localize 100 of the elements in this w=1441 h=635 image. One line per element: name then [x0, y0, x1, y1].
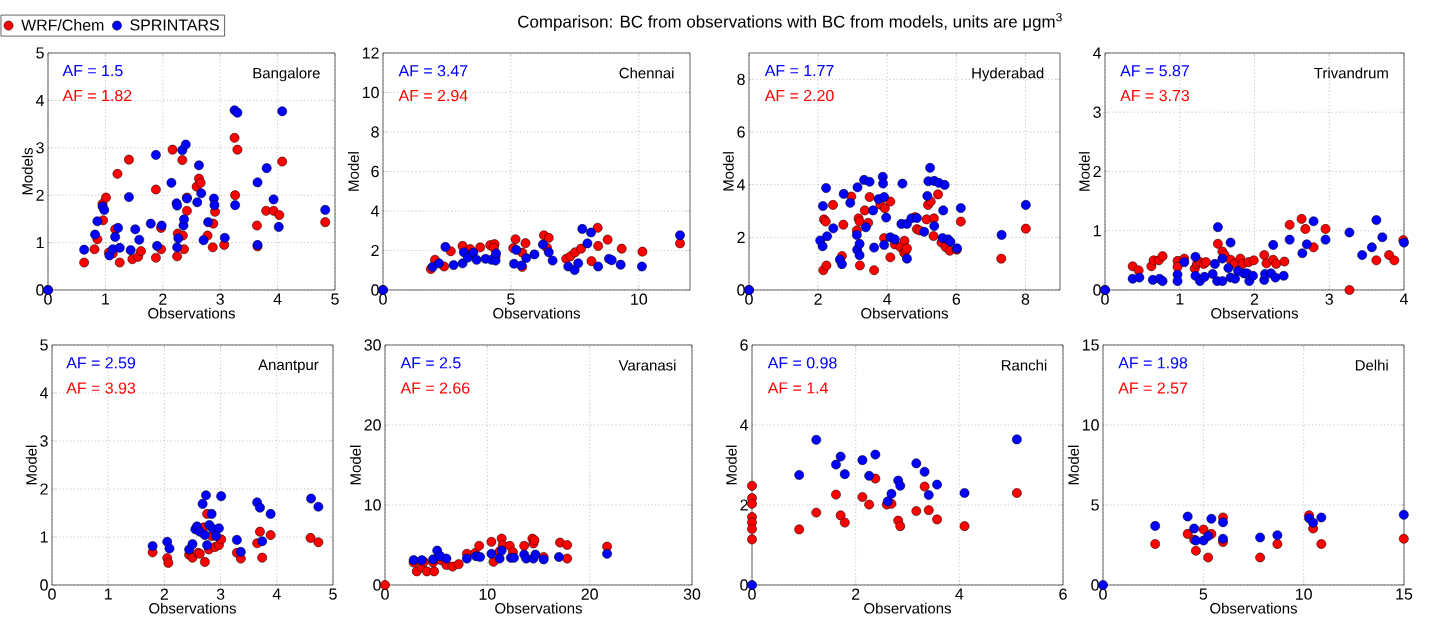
y-tick-label: 1 [1093, 225, 1101, 237]
annotation: Varanasi [618, 359, 676, 371]
y-tick-label: 6 [371, 165, 379, 178]
y-tick-label: 8 [371, 126, 379, 138]
annotation: Trivandrum [1314, 67, 1388, 79]
x-tick-label: 10 [631, 293, 648, 305]
x-tick-label: 10 [1296, 588, 1312, 600]
x-tick-label: 1 [1176, 293, 1184, 305]
x-tick-label: 4 [883, 293, 892, 305]
annotation: AF = 2.66 [400, 382, 470, 394]
y-tick-label: 5 [36, 47, 44, 59]
x-tick-label: 20 [581, 588, 598, 600]
y-axis-title: Models [21, 147, 33, 195]
y-axis-title: Model [349, 445, 361, 485]
y-tick-label: 10 [1082, 419, 1099, 431]
y-tick-label: 10 [364, 499, 381, 511]
y-axis-title: Model [25, 445, 37, 485]
y-tick-label: 2 [1093, 165, 1101, 178]
y-tick-label: 4 [370, 205, 380, 217]
y-tick-label: 1 [36, 237, 44, 249]
legend-label: SPRINTARS [130, 19, 219, 31]
y-axis-title: Model [722, 152, 734, 191]
y-tick-label: 6 [737, 126, 745, 138]
y-tick-label: 0 [740, 579, 748, 591]
x-axis-title: Observations [495, 602, 582, 614]
annotation: AF = 3.93 [66, 382, 136, 394]
y-tick-label: 0 [373, 579, 381, 591]
x-tick-label: 10 [479, 588, 496, 600]
x-tick-label: 0 [48, 588, 56, 600]
y-axis-title: Model [1067, 445, 1079, 485]
x-tick-label: 2 [159, 293, 167, 305]
y-tick-label: 10 [362, 86, 379, 99]
x-tick-label: 3 [1325, 293, 1333, 305]
x-axis-title: Observations [1210, 602, 1297, 614]
x-tick-label: 0 [748, 588, 756, 600]
y-tick-label: 0 [36, 284, 44, 296]
y-tick-label: 3 [1093, 106, 1101, 118]
y-tick-label: 2 [737, 231, 745, 243]
x-tick-label: 6 [952, 293, 961, 305]
y-tick-label: 1 [40, 531, 48, 543]
annotation: AF = 1.98 [1118, 357, 1188, 369]
y-tick-label: 2 [40, 483, 48, 495]
x-tick-label: 2 [1250, 293, 1259, 305]
x-axis-title: Observations [148, 307, 235, 319]
y-axis-title: Model [347, 152, 359, 191]
annotation: AF = 1.82 [62, 89, 132, 102]
x-tick-label: 1 [102, 293, 110, 305]
annotation: Anantpur [258, 359, 319, 373]
x-axis-title: Observations [149, 602, 236, 614]
legend-label: WRF/Chem [21, 19, 104, 31]
y-tick-label: 0 [40, 579, 48, 591]
x-axis-title: Observations [864, 602, 951, 614]
y-tick-label: 4 [739, 419, 749, 431]
x-tick-label: 4 [272, 588, 281, 600]
y-tick-label: 15 [1082, 339, 1099, 351]
x-tick-label: 4 [955, 588, 964, 600]
y-tick-label: 8 [737, 73, 745, 85]
y-tick-label: 4 [35, 94, 45, 106]
y-tick-label: 4 [1092, 47, 1102, 59]
y-tick-label: 12 [362, 47, 379, 59]
y-tick-label: 2 [740, 499, 748, 511]
x-tick-label: 5 [331, 293, 339, 305]
y-tick-label: 2 [371, 244, 379, 257]
y-tick-label: 0 [737, 284, 745, 296]
y-tick-label: 4 [736, 179, 746, 191]
x-tick-label: 5 [1199, 588, 1208, 600]
x-tick-label: 2 [852, 588, 860, 600]
annotation: AF = 2.94 [398, 89, 468, 102]
y-tick-label: 2 [36, 189, 44, 201]
annotation: AF = 2.20 [764, 89, 834, 102]
annotation: AF = 1.5 [62, 65, 123, 77]
x-tick-label: 15 [1396, 588, 1413, 600]
x-tick-label: 8 [1021, 293, 1030, 305]
annotation: AF = 1.4 [767, 382, 828, 394]
annotation: Hyderabad [972, 67, 1044, 82]
x-tick-label: 0 [1101, 293, 1109, 305]
annotation: AF = 1.77 [764, 65, 834, 77]
y-tick-label: 30 [364, 339, 381, 351]
y-tick-label: 4 [39, 387, 49, 399]
y-tick-label: 0 [1091, 579, 1099, 591]
annotation: Bangalore [253, 67, 320, 82]
y-tick-label: 3 [40, 435, 48, 447]
x-tick-label: 4 [273, 293, 282, 305]
x-tick-label: 2 [814, 293, 822, 305]
x-tick-label: 0 [381, 588, 389, 600]
annotation: Ranchi [1001, 359, 1047, 371]
x-axis-title: Observations [1211, 307, 1298, 319]
y-axis-title: Model [1078, 152, 1090, 191]
x-tick-label: 6 [1059, 588, 1067, 600]
annotation: AF = 2.5 [400, 357, 461, 369]
y-tick-label: 3 [36, 142, 44, 154]
annotation: AF = 2.57 [1118, 382, 1188, 394]
annotation: AF = 3.73 [1120, 89, 1189, 102]
x-tick-label: 2 [160, 588, 169, 600]
chart-title: Comparison: BC from observations with BC from models, units are μgm$^{3}$ [518, 12, 1062, 32]
y-axis-title: Model [725, 445, 737, 485]
x-tick-label: 30 [683, 588, 701, 600]
x-tick-label: 4 [1399, 293, 1408, 305]
x-axis-title: Observations [861, 307, 948, 319]
x-axis-title: Observations [493, 307, 580, 319]
